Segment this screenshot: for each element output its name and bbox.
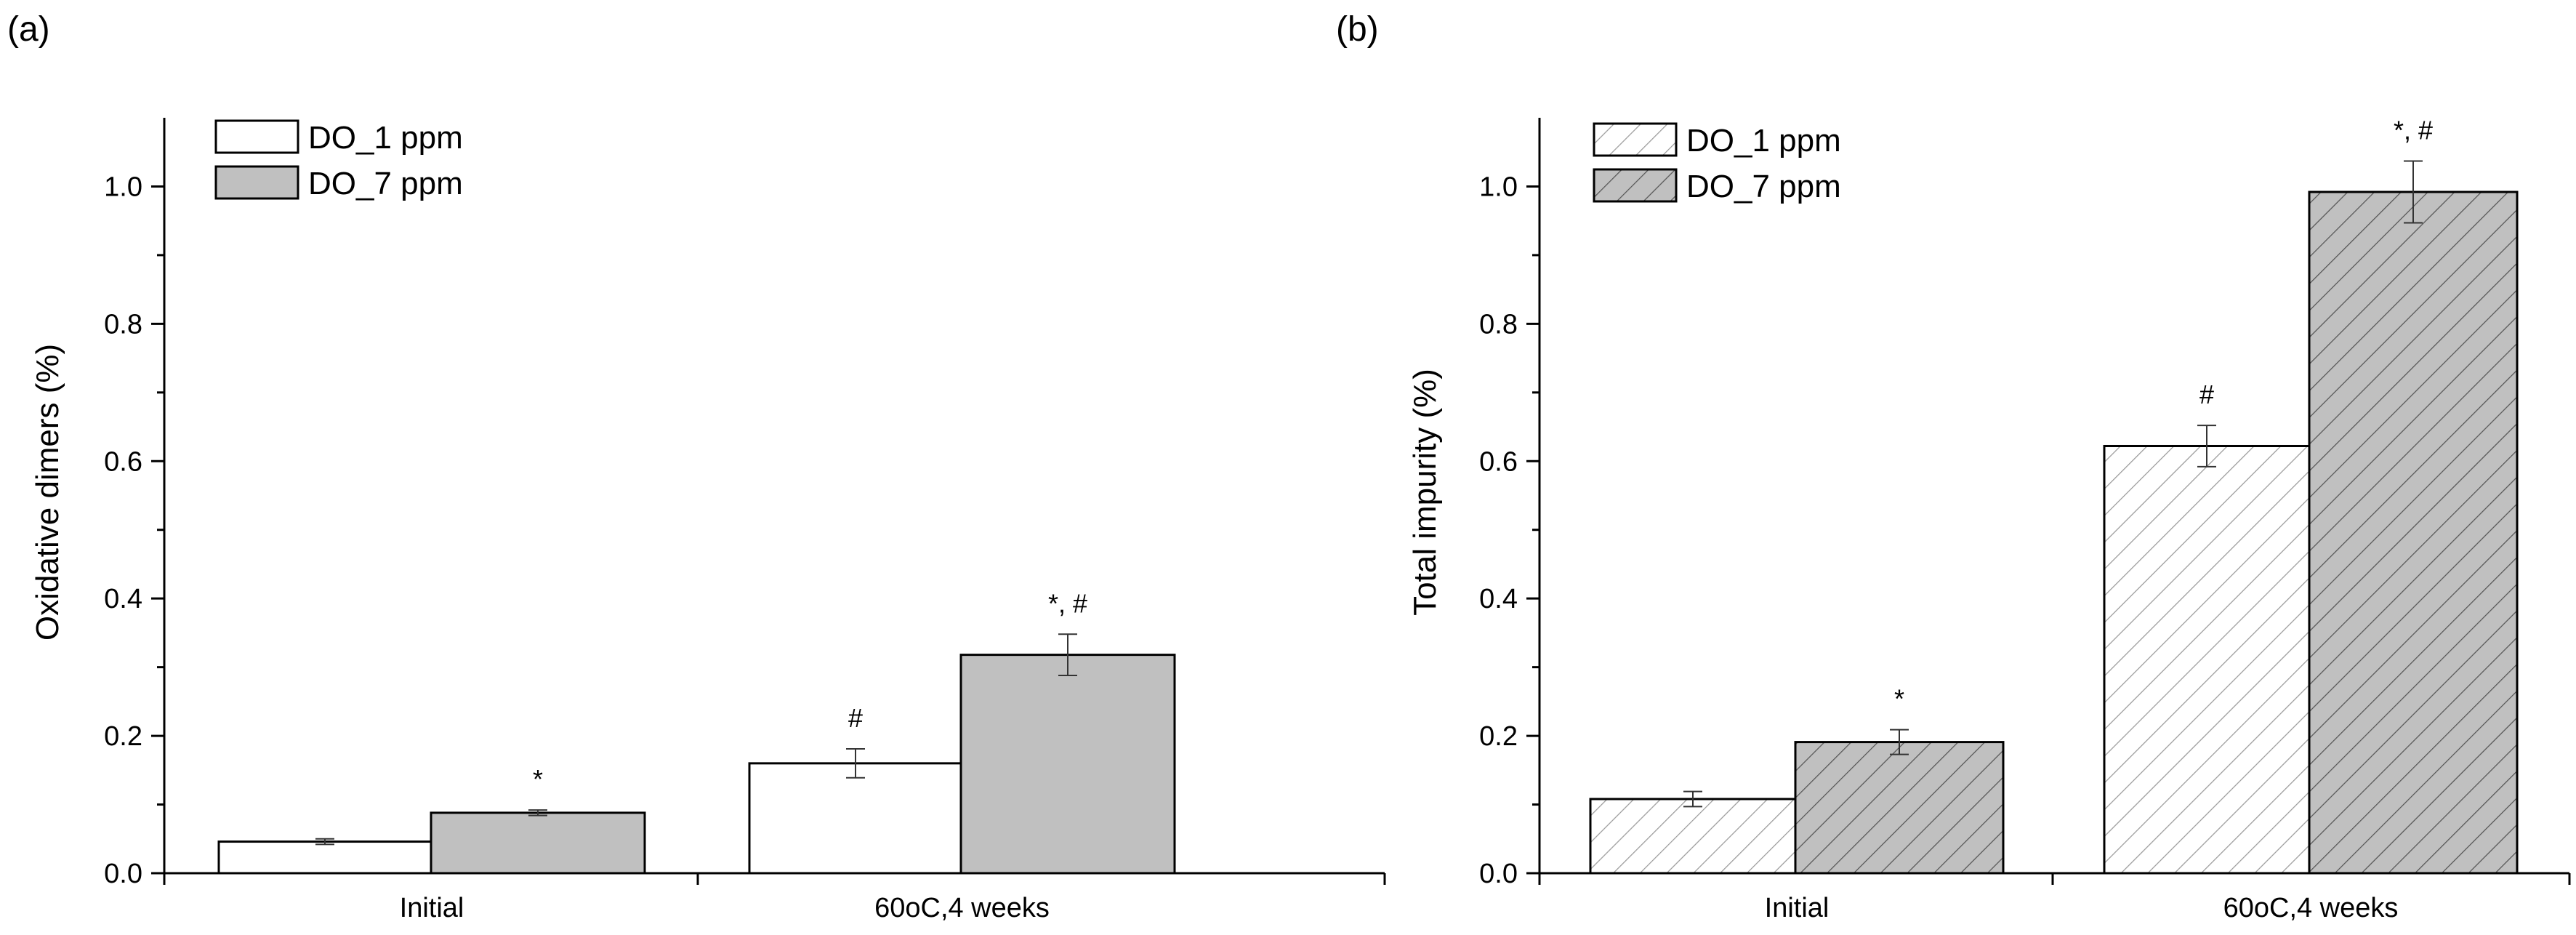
y-tick-label: 1.0: [1479, 172, 1518, 202]
y-axis-title: Total impurity (%): [1407, 369, 1443, 616]
y-tick-label: 0.2: [104, 721, 142, 752]
axes: 0.0 0.2 0.4 0.6 0.8 1.0 Initial 60oC,4 weeks: [104, 118, 1386, 923]
bar: [748, 762, 963, 875]
bars: [217, 633, 1176, 875]
legend-swatch-do-1: [1593, 122, 1678, 157]
legend-label-do-7: DO_7 ppm: [1686, 169, 1841, 204]
significance-label: #: [848, 703, 863, 733]
x-tick-label: 60oC,4 weeks: [874, 893, 1050, 923]
legend-swatch-do-7: [1593, 168, 1678, 203]
legend: DO_1 ppm DO_7 ppm: [214, 119, 463, 201]
panel-label: (a): [7, 10, 50, 49]
bar: [430, 811, 646, 875]
y-tick-label: 0.0: [104, 859, 142, 889]
legend: DO_1 ppm DO_7 ppm: [1593, 122, 1841, 204]
legend-label-do-7: DO_7 ppm: [308, 166, 463, 201]
panel-label: (b): [1336, 10, 1379, 49]
bar: [217, 840, 432, 875]
legend-label-do-1: DO_1 ppm: [1686, 123, 1841, 158]
significance-label: *: [533, 764, 543, 794]
bar: [2308, 190, 2519, 875]
significance-label: *, #: [1048, 588, 1087, 618]
significance-label: #: [2199, 380, 2214, 409]
significance-label: *: [1894, 684, 1904, 714]
bar: [2103, 444, 2311, 875]
y-tick-label: 0.4: [1479, 584, 1518, 614]
bar: [1794, 741, 2005, 875]
y-tick-label: 0.4: [104, 584, 142, 614]
legend-swatch-do-7: [214, 165, 299, 200]
significance-label: *, #: [2394, 116, 2433, 145]
x-tick-label: Initial: [400, 893, 464, 923]
bar: [1589, 798, 1797, 875]
x-tick-label: Initial: [1765, 893, 1830, 923]
legend-label-do-1: DO_1 ppm: [308, 120, 463, 156]
bars: [1589, 160, 2519, 875]
y-tick-label: 0.8: [104, 309, 142, 340]
annotations: * # *, #: [1894, 116, 2433, 714]
panel-a: (a) Oxidative dimers (%) 0.0 0.2 0.4 0.6 0.8…: [7, 10, 1386, 923]
axes: 0.0 0.2 0.4 0.6 0.8 1.0 Initial 60oC,4 weeks: [1479, 118, 2571, 923]
y-tick-label: 0.6: [104, 446, 142, 477]
y-tick-label: 0.6: [1479, 446, 1518, 477]
y-tick-label: 0.2: [1479, 721, 1518, 752]
y-axis-title: Oxidative dimers (%): [30, 344, 65, 641]
y-tick-label: 0.0: [1479, 859, 1518, 889]
annotations: * # *, #: [533, 588, 1087, 794]
y-tick-label: 1.0: [104, 172, 142, 202]
legend-swatch-do-1: [214, 119, 299, 154]
x-tick-label: 60oC,4 weeks: [2223, 893, 2399, 923]
y-tick-label: 0.8: [1479, 309, 1518, 340]
bar: [959, 654, 1176, 875]
panel-b: (b) Total impurity (%) 0.0 0.2 0.4 0.6 0.8 1.…: [1336, 10, 2571, 923]
